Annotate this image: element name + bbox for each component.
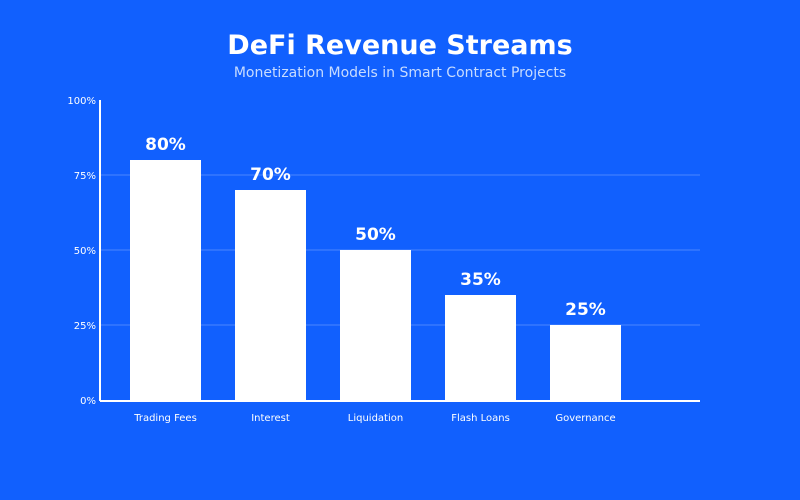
y-tick-label: 100% [67, 96, 96, 107]
y-tick-label: 75% [74, 171, 96, 182]
data-label: 80% [145, 135, 186, 155]
y-tick-label: 25% [74, 321, 96, 332]
bar [235, 190, 306, 400]
data-label: 70% [250, 165, 291, 185]
data-label: 25% [565, 300, 606, 320]
bar [130, 160, 201, 400]
x-tick-label: Trading Fees [133, 413, 197, 424]
x-tick-label: Liquidation [348, 413, 403, 424]
y-tick-label: 50% [74, 246, 96, 257]
bar [445, 295, 516, 400]
x-tick-label: Governance [555, 413, 615, 424]
chart-title: DeFi Revenue Streams [227, 30, 573, 61]
bar [340, 250, 411, 400]
x-tick-label: Flash Loans [451, 413, 510, 424]
chart-subtitle: Monetization Models in Smart Contract Pr… [233, 65, 567, 81]
data-label: 35% [460, 270, 501, 290]
bar [550, 325, 621, 400]
data-label: 50% [355, 225, 396, 245]
y-tick-label: 0% [80, 396, 96, 407]
x-tick-label: Interest [251, 413, 290, 424]
